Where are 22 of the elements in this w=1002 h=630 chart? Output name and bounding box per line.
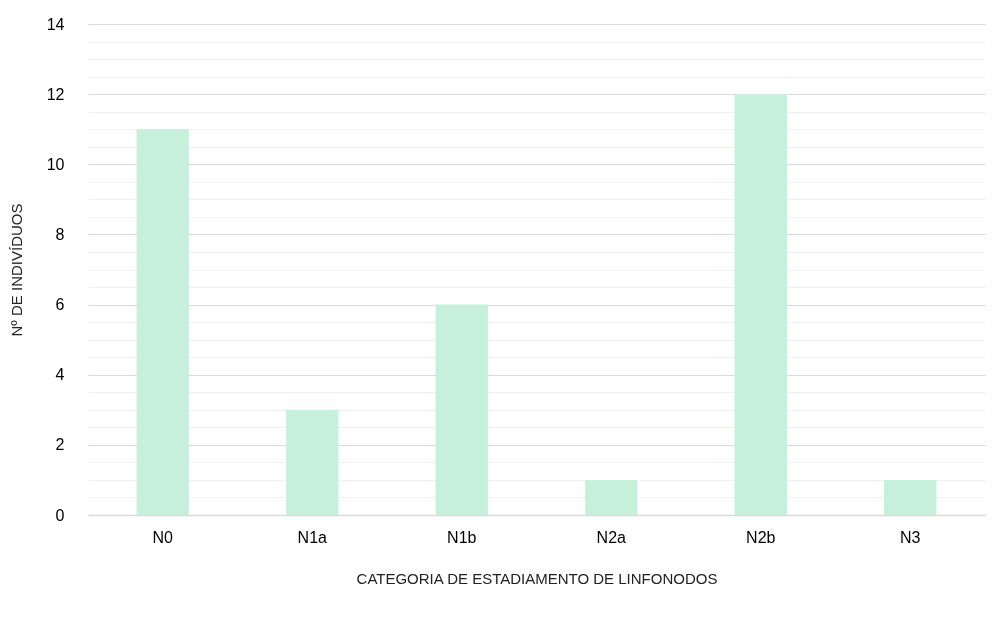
y-tick-label: 0 — [55, 506, 65, 524]
bar — [734, 94, 787, 515]
x-tick-label: N0 — [152, 528, 174, 546]
x-tick-label: N2a — [596, 528, 627, 546]
x-tick-label: N3 — [900, 528, 921, 546]
y-tick-label: 8 — [55, 225, 65, 243]
bar — [884, 479, 937, 515]
x-tick-label: N1a — [297, 528, 328, 546]
bar — [136, 129, 189, 515]
y-tick-label: 12 — [46, 85, 65, 103]
y-tick-label: 14 — [46, 15, 65, 33]
x-axis-title: CATEGORIA DE ESTADIAMENTO DE LINFONODOS — [356, 569, 718, 587]
bar — [585, 479, 638, 515]
x-tick-label: N2b — [746, 528, 776, 546]
y-tick-label: 4 — [55, 366, 65, 384]
bar — [435, 304, 488, 515]
y-tick-label: 2 — [55, 436, 65, 454]
y-axis-title: Nº DE INDIVÍDUOS — [7, 203, 25, 337]
y-tick-label: 10 — [46, 155, 65, 173]
x-tick-label: N1b — [447, 528, 477, 546]
bar — [286, 409, 339, 515]
y-tick-label: 6 — [55, 296, 65, 314]
